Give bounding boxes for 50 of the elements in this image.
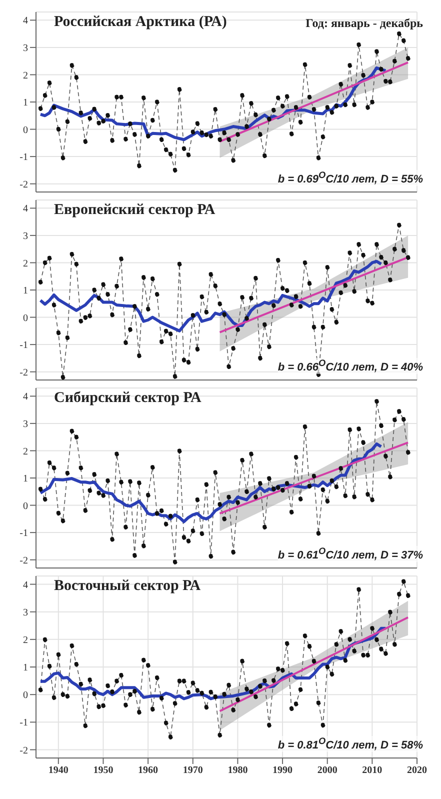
y-tick-label: -1 [20, 340, 28, 352]
y-tick-label: 1 [23, 474, 28, 485]
chart-subtitle: Год: январь - декабрь [306, 16, 423, 31]
y-tick-label: -1 [20, 718, 28, 729]
y-tick-label: 1 [23, 98, 28, 109]
chart-title: Сибирский сектор РА [54, 390, 202, 407]
line-series [38, 66, 388, 142]
line-series [38, 626, 388, 700]
x-tick-label: 2020 [407, 765, 427, 776]
y-tick-label: 2 [23, 446, 28, 458]
annotation: b = 0.61$^{O}$C/10 лет, D = 37% [278, 546, 423, 562]
annotation: b = 0.66$^{O}$C/10 лет, D = 40% [278, 358, 423, 374]
x-tick-label: 2000 [317, 765, 338, 776]
chart-title: Европейский сектор РА [54, 202, 216, 219]
line-series [38, 442, 383, 524]
y-tick-label: 2 [23, 258, 28, 270]
y-tick-label: 2 [23, 634, 28, 646]
y-tick-label: -1 [20, 528, 28, 540]
y-tick-label: 3 [23, 43, 28, 54]
annotation: b = 0.81$^{O}$C/10 лет, D = 58% [278, 736, 423, 752]
y-tick-label: 0 [23, 124, 28, 136]
x-tick-label: 2010 [362, 765, 382, 776]
x-tick-label: 1940 [48, 765, 68, 776]
y-tick-label: 0 [23, 690, 28, 702]
chart-title: Российская Арктика (РА) [54, 14, 227, 31]
y-tick-label: 3 [23, 607, 28, 618]
x-tick-label: 1980 [228, 765, 248, 776]
y-tick-label: -2 [20, 179, 28, 190]
x-tick-label: 1990 [272, 765, 293, 776]
y-tick-label: 4 [23, 392, 28, 403]
y-tick-label: -2 [20, 555, 28, 566]
annotation: b = 0.69$^{O}$C/10 лет, D = 55% [278, 170, 423, 186]
y-tick-label: 0 [23, 500, 28, 512]
y-tick-label: 1 [23, 286, 28, 297]
y-tick-label: 1 [23, 662, 28, 674]
y-tick-label: -2 [20, 745, 28, 756]
x-tick-label: 1950 [93, 765, 114, 776]
chart-title: Восточный сектор РА [54, 578, 201, 595]
y-tick-label: 4 [23, 204, 28, 215]
y-tick-label: -1 [20, 152, 28, 164]
y-tick-label: 4 [23, 580, 28, 591]
y-tick-label: 0 [23, 312, 28, 324]
x-tick-label: 1960 [138, 765, 158, 776]
y-tick-label: 4 [23, 16, 28, 27]
y-tick-label: 3 [23, 231, 28, 242]
y-tick-label: -2 [20, 367, 28, 378]
y-tick-label: 3 [23, 419, 28, 430]
x-tick-label: 1970 [182, 765, 203, 776]
y-tick-label: 2 [23, 70, 28, 82]
line-series [38, 260, 383, 332]
